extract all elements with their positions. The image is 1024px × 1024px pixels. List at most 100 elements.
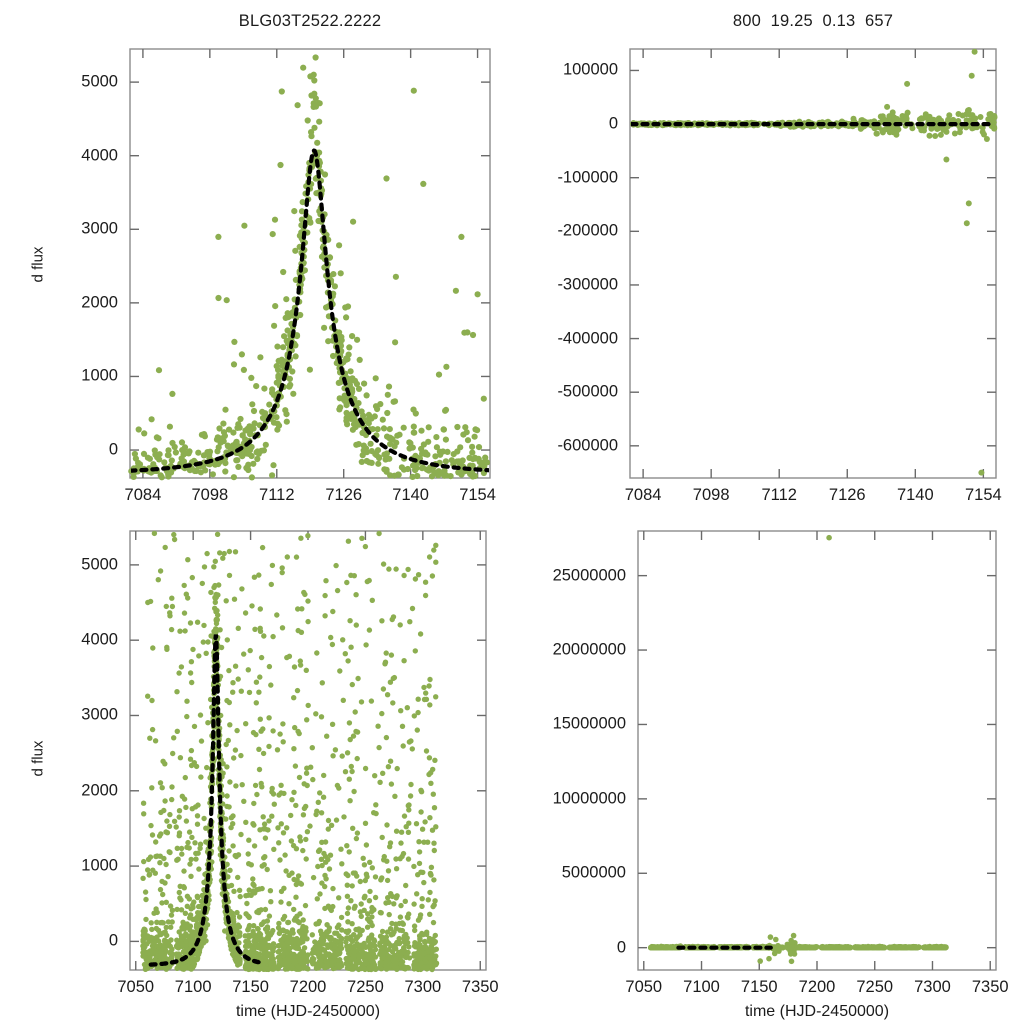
- tl-point: [367, 440, 374, 447]
- br-point: [788, 958, 795, 965]
- tl-point: [469, 331, 477, 339]
- tl-point: [344, 421, 351, 428]
- tl-point: [343, 314, 350, 321]
- tl-point: [384, 391, 391, 398]
- tl-point: [238, 351, 245, 358]
- tl-point: [442, 436, 449, 443]
- tl-point: [135, 426, 142, 433]
- tl-point: [381, 466, 388, 473]
- tl-point: [374, 447, 382, 454]
- tl-point: [363, 449, 370, 456]
- tl-point: [269, 231, 276, 238]
- tl-point: [443, 363, 450, 370]
- tl-point: [471, 433, 478, 440]
- tl-point: [331, 283, 338, 290]
- tl-point: [454, 423, 461, 431]
- tl-point: [374, 405, 381, 413]
- tl-point: [230, 429, 237, 436]
- tl-point: [250, 460, 257, 467]
- tl-point: [248, 374, 255, 381]
- tl-point: [300, 64, 307, 71]
- tl-point: [291, 208, 298, 215]
- tl-point: [375, 460, 382, 467]
- tl-point: [230, 361, 238, 368]
- tl-point: [316, 118, 323, 125]
- br-point: [766, 955, 772, 962]
- tl-point: [410, 87, 417, 94]
- tl-point: [178, 439, 186, 446]
- tl-point: [234, 457, 241, 464]
- tl-point: [262, 441, 269, 448]
- tl-point: [165, 447, 172, 454]
- tl-point: [350, 218, 357, 225]
- tl-point: [201, 431, 208, 438]
- tl-point: [356, 356, 363, 363]
- tl-point: [474, 427, 481, 434]
- tl-point: [222, 460, 229, 467]
- br-frame: [637, 530, 997, 971]
- br-point: [790, 932, 797, 939]
- tl-point: [410, 423, 417, 430]
- tl-point: [474, 291, 481, 298]
- tl-point: [354, 336, 361, 343]
- tl-point: [433, 434, 440, 441]
- tl-point: [283, 296, 290, 303]
- tl-point: [250, 407, 258, 415]
- tl-point: [234, 424, 241, 431]
- tl-point: [372, 375, 379, 382]
- tl-point: [425, 424, 432, 431]
- tl-point: [146, 455, 153, 462]
- tl-point: [161, 459, 168, 466]
- tl-point: [475, 444, 483, 451]
- tl-point: [158, 474, 165, 481]
- tl-point: [311, 77, 318, 84]
- tl-point: [460, 431, 467, 438]
- tl-point: [466, 454, 473, 461]
- tl-point: [166, 423, 173, 430]
- tl-point: [216, 435, 223, 442]
- tl-point: [321, 171, 329, 178]
- tl-point: [290, 390, 297, 397]
- tl-point: [292, 353, 299, 360]
- tl-point: [235, 463, 242, 470]
- tl-point: [195, 449, 202, 456]
- tl-point: [355, 441, 362, 448]
- tl-point: [277, 161, 284, 169]
- tl-point: [452, 287, 459, 294]
- tl-point: [464, 437, 472, 444]
- tl-point: [280, 268, 287, 276]
- tl-point: [462, 424, 469, 431]
- tl-point: [464, 329, 471, 336]
- tl-point: [458, 233, 465, 240]
- tl-point: [442, 458, 449, 465]
- tl-point: [392, 273, 399, 280]
- tl-point: [215, 294, 222, 302]
- tl-point: [404, 465, 411, 473]
- tl-point: [251, 420, 258, 427]
- tl-point: [480, 395, 487, 402]
- tl-point: [260, 447, 267, 454]
- tl-point: [230, 474, 237, 481]
- tl-point: [222, 468, 229, 475]
- tl-point: [444, 448, 451, 455]
- tl-point: [336, 242, 343, 249]
- tl-point: [250, 425, 257, 432]
- tl-point: [304, 117, 311, 124]
- tl-point: [148, 416, 155, 423]
- tl-point: [269, 472, 276, 479]
- panel-top-left-title: BLG03T2522.2222: [238, 12, 382, 30]
- tl-point: [386, 455, 393, 462]
- tl-point: [222, 406, 229, 413]
- tl-point: [141, 430, 148, 437]
- tl-point: [469, 462, 476, 469]
- tl-point: [271, 216, 279, 223]
- tl-point: [216, 425, 223, 432]
- tl-point: [440, 426, 447, 433]
- tl-point: [209, 471, 216, 478]
- tl-point: [385, 383, 393, 390]
- tl-point: [298, 208, 306, 215]
- tl-point: [386, 426, 393, 433]
- tl-point: [384, 409, 391, 417]
- tl-point: [418, 445, 425, 452]
